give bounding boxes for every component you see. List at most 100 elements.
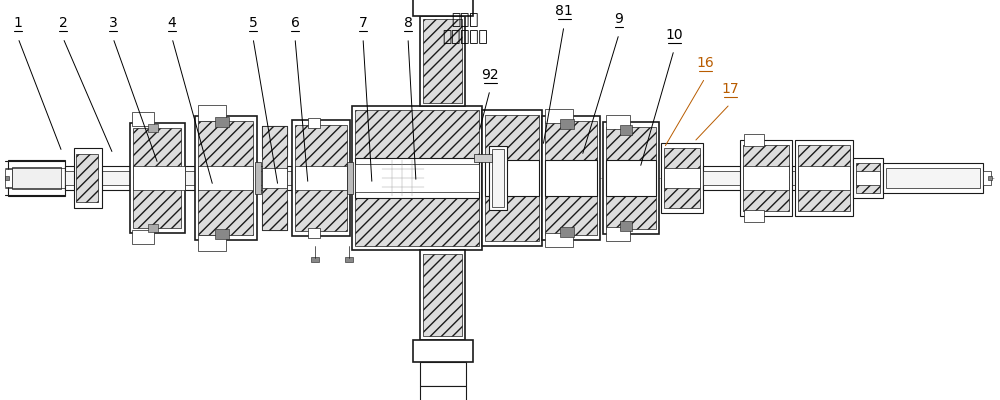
Bar xyxy=(856,163,880,193)
Bar xyxy=(485,115,539,241)
Bar xyxy=(482,110,542,246)
Bar xyxy=(355,110,479,246)
Bar xyxy=(295,166,347,190)
Text: 6: 6 xyxy=(291,16,299,30)
Bar xyxy=(545,233,573,247)
Text: 9: 9 xyxy=(615,12,623,26)
Bar xyxy=(311,257,319,262)
Bar xyxy=(856,171,880,185)
Bar xyxy=(603,122,659,234)
Bar xyxy=(420,362,466,386)
Bar xyxy=(423,254,462,336)
Bar xyxy=(148,224,158,232)
Bar xyxy=(743,166,789,190)
Bar xyxy=(292,120,350,236)
Bar xyxy=(413,340,473,362)
Bar xyxy=(355,164,479,192)
Bar xyxy=(12,167,61,189)
Bar xyxy=(988,176,992,180)
Bar xyxy=(740,140,792,216)
Bar xyxy=(262,168,287,188)
Bar xyxy=(76,154,98,202)
Text: 10: 10 xyxy=(665,28,683,42)
Text: 2: 2 xyxy=(59,16,67,30)
Bar xyxy=(474,154,492,162)
Text: 4: 4 xyxy=(168,16,176,30)
Text: 主视图
（局部剖）: 主视图 （局部剖） xyxy=(442,12,488,44)
Bar xyxy=(355,158,479,198)
Bar xyxy=(5,176,9,180)
Bar xyxy=(853,158,883,198)
Bar xyxy=(352,106,482,250)
Bar xyxy=(295,125,347,231)
Text: 8: 8 xyxy=(404,16,412,30)
Bar xyxy=(308,228,320,238)
Bar xyxy=(664,148,700,208)
Bar xyxy=(133,128,181,228)
Bar xyxy=(744,134,764,146)
Bar xyxy=(798,166,850,190)
Bar xyxy=(262,126,287,230)
Bar xyxy=(703,171,961,185)
Bar xyxy=(423,19,462,103)
Bar xyxy=(620,125,632,135)
Bar xyxy=(703,166,961,190)
Bar xyxy=(262,200,287,230)
Bar xyxy=(132,112,154,126)
Text: 5: 5 xyxy=(249,16,257,30)
Bar xyxy=(560,227,574,237)
Bar xyxy=(420,386,466,400)
Bar xyxy=(382,160,424,196)
Text: 7: 7 xyxy=(359,16,367,30)
Bar xyxy=(545,160,597,196)
Text: 1: 1 xyxy=(14,16,22,30)
Bar xyxy=(198,105,226,121)
Text: 16: 16 xyxy=(696,56,714,70)
Bar xyxy=(255,162,261,194)
Bar xyxy=(148,124,158,132)
Bar xyxy=(195,116,257,240)
Bar xyxy=(413,0,473,16)
Bar xyxy=(198,166,253,190)
Bar xyxy=(798,145,850,211)
Bar xyxy=(606,227,630,241)
Bar xyxy=(198,235,226,251)
Bar xyxy=(308,118,320,128)
Bar xyxy=(664,168,700,188)
Bar xyxy=(345,257,353,262)
Bar xyxy=(132,230,154,244)
Bar xyxy=(215,117,229,127)
Bar xyxy=(215,229,229,239)
Bar xyxy=(606,160,656,196)
Bar xyxy=(606,115,630,129)
Bar xyxy=(886,168,980,188)
Bar xyxy=(262,126,287,156)
Bar xyxy=(489,146,507,210)
Bar xyxy=(133,166,185,190)
Bar xyxy=(5,169,12,187)
Bar xyxy=(560,119,574,129)
Bar xyxy=(744,210,764,222)
Bar xyxy=(485,160,539,196)
Text: 92: 92 xyxy=(481,68,499,82)
Bar xyxy=(130,123,185,233)
Bar xyxy=(606,127,656,229)
Bar xyxy=(620,221,632,231)
Bar xyxy=(74,148,102,208)
Bar xyxy=(198,121,253,235)
Text: 17: 17 xyxy=(721,82,739,96)
Text: 81: 81 xyxy=(555,4,573,18)
Bar xyxy=(65,166,345,190)
Bar xyxy=(347,162,353,194)
Bar xyxy=(883,163,983,193)
Bar xyxy=(545,121,597,235)
Bar xyxy=(545,109,573,123)
Text: 3: 3 xyxy=(109,16,117,30)
Bar xyxy=(420,250,465,340)
Bar xyxy=(492,149,504,207)
Bar xyxy=(795,140,853,216)
Bar xyxy=(65,171,345,185)
Bar xyxy=(743,145,789,211)
Bar xyxy=(661,143,703,213)
Bar xyxy=(983,171,991,185)
